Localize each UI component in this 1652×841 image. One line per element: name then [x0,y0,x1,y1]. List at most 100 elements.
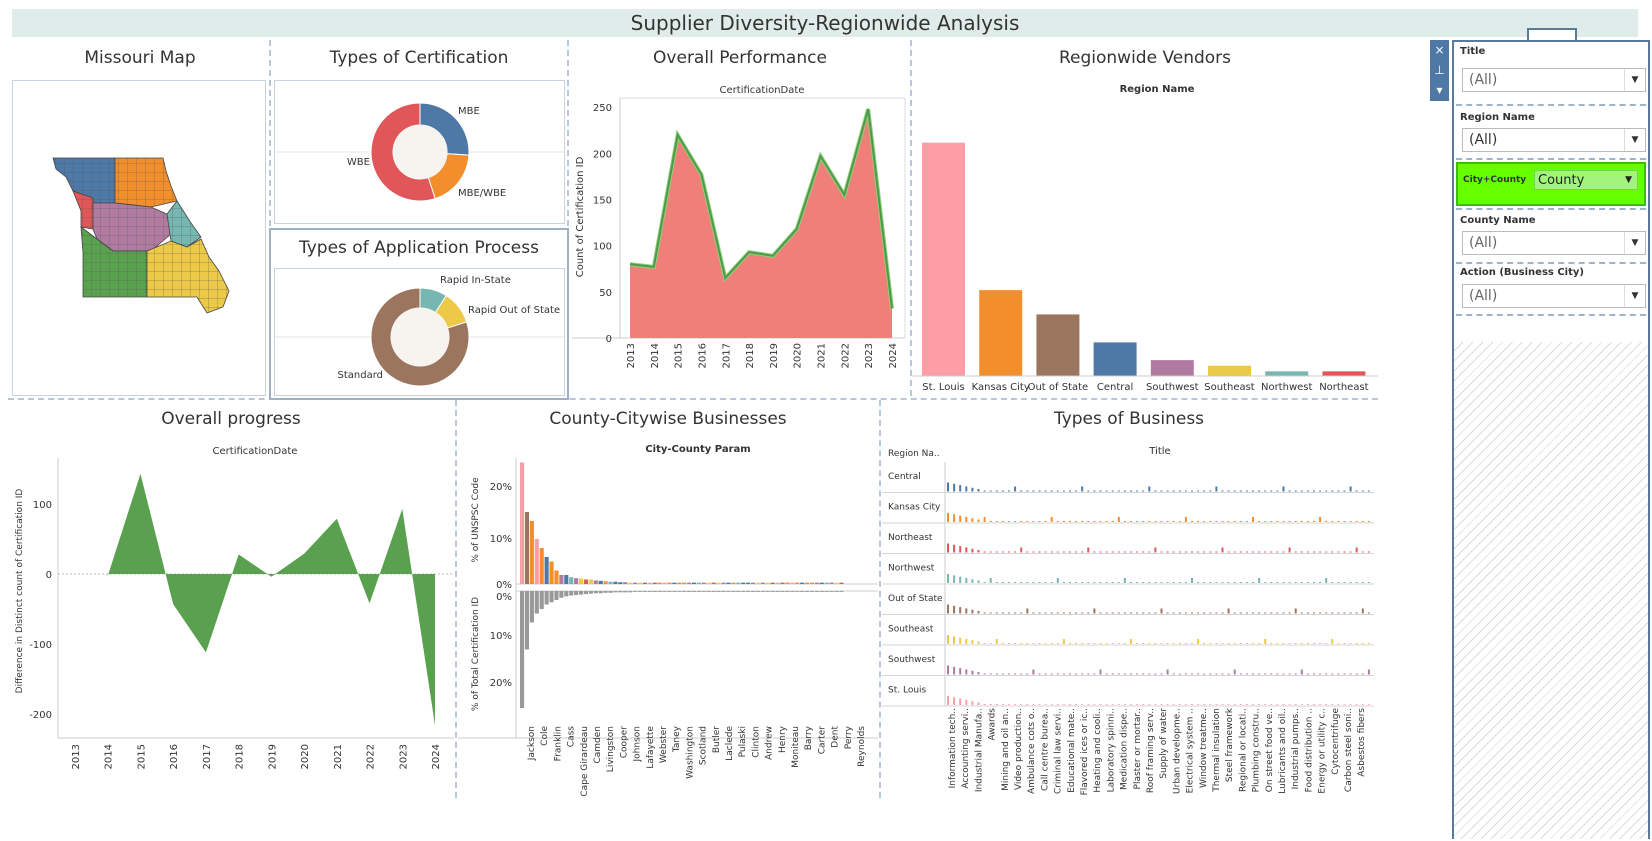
business-bar[interactable] [1270,643,1273,644]
bottom-bar[interactable] [520,591,525,708]
business-bar[interactable] [1105,704,1108,705]
business-bar[interactable] [1038,704,1041,705]
business-bar[interactable] [1184,517,1187,522]
business-bar[interactable] [977,519,980,523]
business-bar[interactable] [947,635,949,644]
business-bar[interactable] [1050,517,1053,522]
business-bar[interactable] [1044,582,1047,583]
business-bar[interactable] [1191,490,1193,492]
business-bar[interactable] [1282,582,1285,583]
business-bar[interactable] [959,698,962,705]
business-bar[interactable] [1349,704,1352,705]
business-bar[interactable] [1276,612,1279,614]
business-bar[interactable] [947,482,949,492]
business-bar[interactable] [1197,582,1200,583]
business-bar[interactable] [1050,551,1053,553]
business-bar[interactable] [1099,669,1102,675]
business-bar[interactable] [1331,582,1334,583]
business-bar[interactable] [1252,582,1254,583]
business-bar[interactable] [1136,582,1139,583]
bottom-bar[interactable] [593,591,598,594]
business-bar[interactable] [1221,490,1224,492]
business-bar[interactable] [1306,643,1309,644]
business-bar[interactable] [1136,643,1139,644]
business-bar[interactable] [1050,673,1053,675]
business-bar[interactable] [995,521,998,522]
business-bar[interactable] [1056,673,1059,675]
business-bar[interactable] [1288,490,1291,492]
business-bar[interactable] [1306,704,1309,705]
business-bar[interactable] [1197,612,1200,614]
business-bar[interactable] [1099,704,1102,705]
business-bar[interactable] [1038,673,1041,675]
business-bar[interactable] [1264,521,1267,522]
business-bar[interactable] [983,643,986,644]
business-bar[interactable] [1056,643,1059,644]
business-bar[interactable] [1288,521,1291,522]
business-bar[interactable] [1227,643,1230,644]
business-bar[interactable] [1252,704,1254,705]
business-bar[interactable] [1349,643,1352,644]
business-bar[interactable] [1197,704,1200,705]
business-bar[interactable] [1026,490,1029,492]
business-bar[interactable] [1062,521,1065,522]
business-bar[interactable] [1288,643,1291,644]
business-bar[interactable] [1215,486,1218,492]
business-bar[interactable] [1355,490,1358,492]
business-bar[interactable] [1081,673,1084,675]
business-bar[interactable] [1343,643,1346,644]
top-bar[interactable] [809,582,815,584]
business-bar[interactable] [1239,521,1242,522]
business-bar[interactable] [1276,704,1279,705]
bottom-bar[interactable] [721,591,726,592]
business-bar[interactable] [1123,578,1126,583]
business-bar[interactable] [971,670,974,675]
business-bar[interactable] [1056,490,1059,492]
business-bar[interactable] [1062,551,1065,553]
business-bar[interactable] [1191,551,1193,553]
business-bar[interactable] [1319,490,1322,492]
bottom-bar[interactable] [628,591,633,593]
business-bar[interactable] [1227,608,1230,614]
business-bar[interactable] [1252,551,1254,553]
business-bar[interactable] [989,612,992,614]
business-bar[interactable] [1264,673,1267,675]
business-bar[interactable] [989,673,992,675]
business-bar[interactable] [1221,673,1224,675]
business-bar[interactable] [953,514,956,522]
business-bar[interactable] [1209,490,1212,492]
business-bar[interactable] [1001,673,1004,675]
business-bar[interactable] [1148,643,1151,644]
business-bar[interactable] [1178,704,1181,705]
business-bar[interactable] [989,643,992,644]
business-bar[interactable] [977,489,980,492]
bottom-bar[interactable] [578,591,584,595]
business-bar[interactable] [1258,673,1261,675]
business-bar[interactable] [1215,612,1218,614]
business-bar[interactable] [1276,490,1279,492]
business-bar[interactable] [1111,490,1114,492]
business-bar[interactable] [1325,551,1328,553]
vendor-bar[interactable] [1093,342,1137,376]
business-bar[interactable] [965,669,968,675]
business-bar[interactable] [1313,490,1315,492]
business-bar[interactable] [1008,551,1010,553]
business-bar[interactable] [1160,551,1163,553]
business-bar[interactable] [1361,490,1364,492]
business-bar[interactable] [1215,643,1218,644]
business-bar[interactable] [1367,643,1370,644]
business-bar[interactable] [1343,612,1346,614]
business-bar[interactable] [1337,643,1340,644]
business-bar[interactable] [1105,673,1108,675]
business-bar[interactable] [1093,704,1096,705]
business-bar[interactable] [1136,521,1139,522]
business-bar[interactable] [1136,612,1139,614]
business-bar[interactable] [1154,582,1157,583]
business-bar[interactable] [1270,704,1273,705]
business-bar[interactable] [1252,643,1254,644]
business-bar[interactable] [1111,704,1114,705]
business-bar[interactable] [1050,704,1053,705]
business-bar[interactable] [989,490,992,492]
business-bar[interactable] [947,543,949,553]
business-bar[interactable] [1154,521,1157,522]
